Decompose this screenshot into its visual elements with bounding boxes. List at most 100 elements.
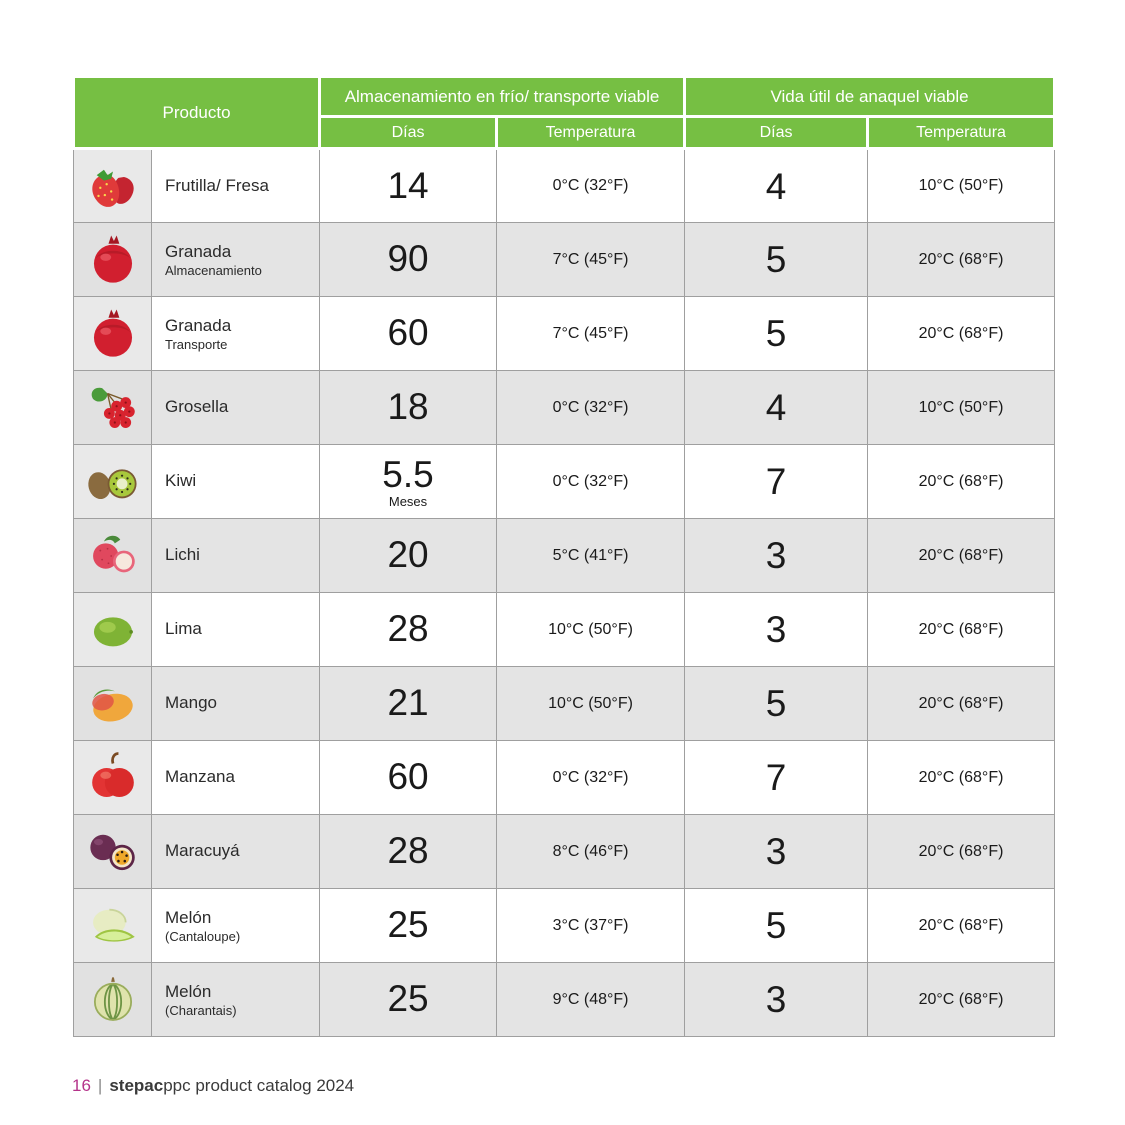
shelf-temperature-cell: 10°C (50°F) bbox=[867, 370, 1056, 445]
strawberry-icon bbox=[84, 157, 142, 215]
shelf-days-cell: 5 bbox=[684, 296, 869, 371]
storage-days-value: 5.5 bbox=[382, 453, 434, 495]
footer-catalog-title: ppc product catalog 2024 bbox=[163, 1076, 355, 1095]
column-group-storage: Almacenamiento en frío/ transporte viabl… bbox=[318, 75, 687, 118]
shelf-temperature-cell: 20°C (68°F) bbox=[867, 814, 1056, 889]
kiwi-icon bbox=[84, 453, 142, 511]
storage-days-cell: 25 bbox=[319, 962, 498, 1037]
product-image-cell bbox=[73, 296, 152, 371]
product-image-cell bbox=[73, 370, 152, 445]
storage-days-cell: 90 bbox=[319, 222, 498, 297]
storage-days-cell: 5.5 Meses bbox=[319, 444, 498, 519]
storage-temperature-cell: 10°C (50°F) bbox=[496, 666, 686, 741]
storage-days-cell: 20 bbox=[319, 518, 498, 593]
storage-days-value: 90 bbox=[387, 238, 429, 279]
product-name-cell: Maracuyá bbox=[150, 814, 321, 889]
product-name-cell: Mango bbox=[150, 666, 321, 741]
product-name-cell: Frutilla/ Fresa bbox=[150, 148, 321, 223]
product-name-cell: Melón (Cantaloupe) bbox=[150, 888, 321, 963]
column-header-storage-days: Días bbox=[318, 115, 499, 150]
product-name: Granada bbox=[165, 241, 232, 261]
page-footer: 16 | stepacppc product catalog 2024 bbox=[72, 1076, 354, 1096]
storage-temperature-cell: 0°C (32°F) bbox=[496, 444, 686, 519]
lychee-icon bbox=[84, 527, 142, 585]
storage-days-value: 60 bbox=[387, 756, 429, 797]
storage-days-value: 25 bbox=[387, 978, 429, 1019]
product-name: Melón bbox=[165, 907, 212, 927]
storage-days-value: 60 bbox=[387, 312, 429, 353]
table-header: Producto Almacenamiento en frío/ transpo… bbox=[71, 75, 1057, 150]
shelf-temperature-cell: 20°C (68°F) bbox=[867, 962, 1056, 1037]
product-name: Grosella bbox=[165, 397, 229, 416]
shelf-temperature-cell: 20°C (68°F) bbox=[867, 888, 1056, 963]
storage-days-value: 20 bbox=[387, 534, 429, 575]
shelf-temperature-cell: 20°C (68°F) bbox=[867, 666, 1056, 741]
storage-temperature-cell: 7°C (45°F) bbox=[496, 222, 686, 297]
footer-brand: stepac bbox=[109, 1076, 164, 1095]
melon-cantaloupe-icon bbox=[84, 897, 142, 955]
table-row: Manzana 60 0°C (32°F) 7 20°C (68°F) bbox=[73, 740, 1056, 815]
storage-temperature-cell: 7°C (45°F) bbox=[496, 296, 686, 371]
product-name-cell: Granada Transporte bbox=[150, 296, 321, 371]
shelf-days-cell: 4 bbox=[684, 370, 869, 445]
storage-temperature-cell: 10°C (50°F) bbox=[496, 592, 686, 667]
footer-separator: | bbox=[97, 1076, 103, 1095]
pomegranate-icon bbox=[84, 231, 142, 289]
product-name-cell: Melón (Charantais) bbox=[150, 962, 321, 1037]
product-image-cell bbox=[73, 740, 152, 815]
storage-days-cell: 25 bbox=[319, 888, 498, 963]
shelf-temperature-cell: 20°C (68°F) bbox=[867, 296, 1056, 371]
product-name: Lichi bbox=[165, 545, 200, 564]
product-image-cell bbox=[73, 222, 152, 297]
storage-temperature-cell: 3°C (37°F) bbox=[496, 888, 686, 963]
table-row: Lima 28 10°C (50°F) 3 20°C (68°F) bbox=[73, 592, 1056, 667]
product-image-cell bbox=[73, 592, 152, 667]
storage-days-value: 25 bbox=[387, 904, 429, 945]
mango-icon bbox=[84, 675, 142, 733]
storage-days-cell: 60 bbox=[319, 740, 498, 815]
storage-days-value: 14 bbox=[387, 164, 429, 206]
apple-icon bbox=[84, 749, 142, 807]
shelf-days-cell: 7 bbox=[684, 444, 869, 519]
product-image-cell bbox=[73, 444, 152, 519]
storage-temperature-cell: 5°C (41°F) bbox=[496, 518, 686, 593]
shelf-days-cell: 3 bbox=[684, 814, 869, 889]
storage-days-value: 28 bbox=[387, 830, 429, 871]
pomegranate-icon bbox=[84, 305, 142, 363]
product-storage-table: Producto Almacenamiento en frío/ transpo… bbox=[71, 75, 1057, 1037]
storage-days-value: 21 bbox=[387, 682, 429, 723]
product-name: Lima bbox=[165, 619, 202, 638]
product-image-cell bbox=[73, 518, 152, 593]
shelf-temperature-cell: 10°C (50°F) bbox=[867, 148, 1056, 223]
storage-temperature-cell: 0°C (32°F) bbox=[496, 148, 686, 223]
table-row: Granada Almacenamiento 90 7°C (45°F) 5 2… bbox=[73, 222, 1056, 297]
product-image-cell bbox=[73, 148, 152, 223]
column-header-storage-temperature: Temperatura bbox=[495, 115, 687, 150]
storage-days-cell: 60 bbox=[319, 296, 498, 371]
page-number: 16 bbox=[72, 1076, 91, 1095]
column-header-shelf-days: Días bbox=[683, 115, 870, 150]
melon-charantais-icon bbox=[84, 971, 142, 1029]
shelf-days-cell: 3 bbox=[684, 592, 869, 667]
shelf-days-cell: 5 bbox=[684, 888, 869, 963]
table-row: Kiwi 5.5 Meses 0°C (32°F) 7 20°C (68°F) bbox=[73, 444, 1056, 519]
storage-temperature-cell: 9°C (48°F) bbox=[496, 962, 686, 1037]
product-name-cell: Lichi bbox=[150, 518, 321, 593]
product-name-cell: Lima bbox=[150, 592, 321, 667]
shelf-temperature-cell: 20°C (68°F) bbox=[867, 222, 1056, 297]
product-name: Granada bbox=[165, 315, 232, 335]
storage-temperature-cell: 8°C (46°F) bbox=[496, 814, 686, 889]
product-image-cell bbox=[73, 888, 152, 963]
product-subname: (Charantais) bbox=[165, 1002, 237, 1018]
table-row: Granada Transporte 60 7°C (45°F) 5 20°C … bbox=[73, 296, 1056, 371]
table-row: Melón (Charantais) 25 9°C (48°F) 3 20°C … bbox=[73, 962, 1056, 1037]
product-name-cell: Kiwi bbox=[150, 444, 321, 519]
storage-days-unit: Meses bbox=[388, 493, 428, 509]
storage-days-cell: 28 bbox=[319, 592, 498, 667]
product-subname: Almacenamiento bbox=[165, 262, 262, 278]
shelf-temperature-cell: 20°C (68°F) bbox=[867, 518, 1056, 593]
storage-temperature-cell: 0°C (32°F) bbox=[496, 740, 686, 815]
currant-icon bbox=[84, 379, 142, 437]
product-image-cell bbox=[73, 814, 152, 889]
